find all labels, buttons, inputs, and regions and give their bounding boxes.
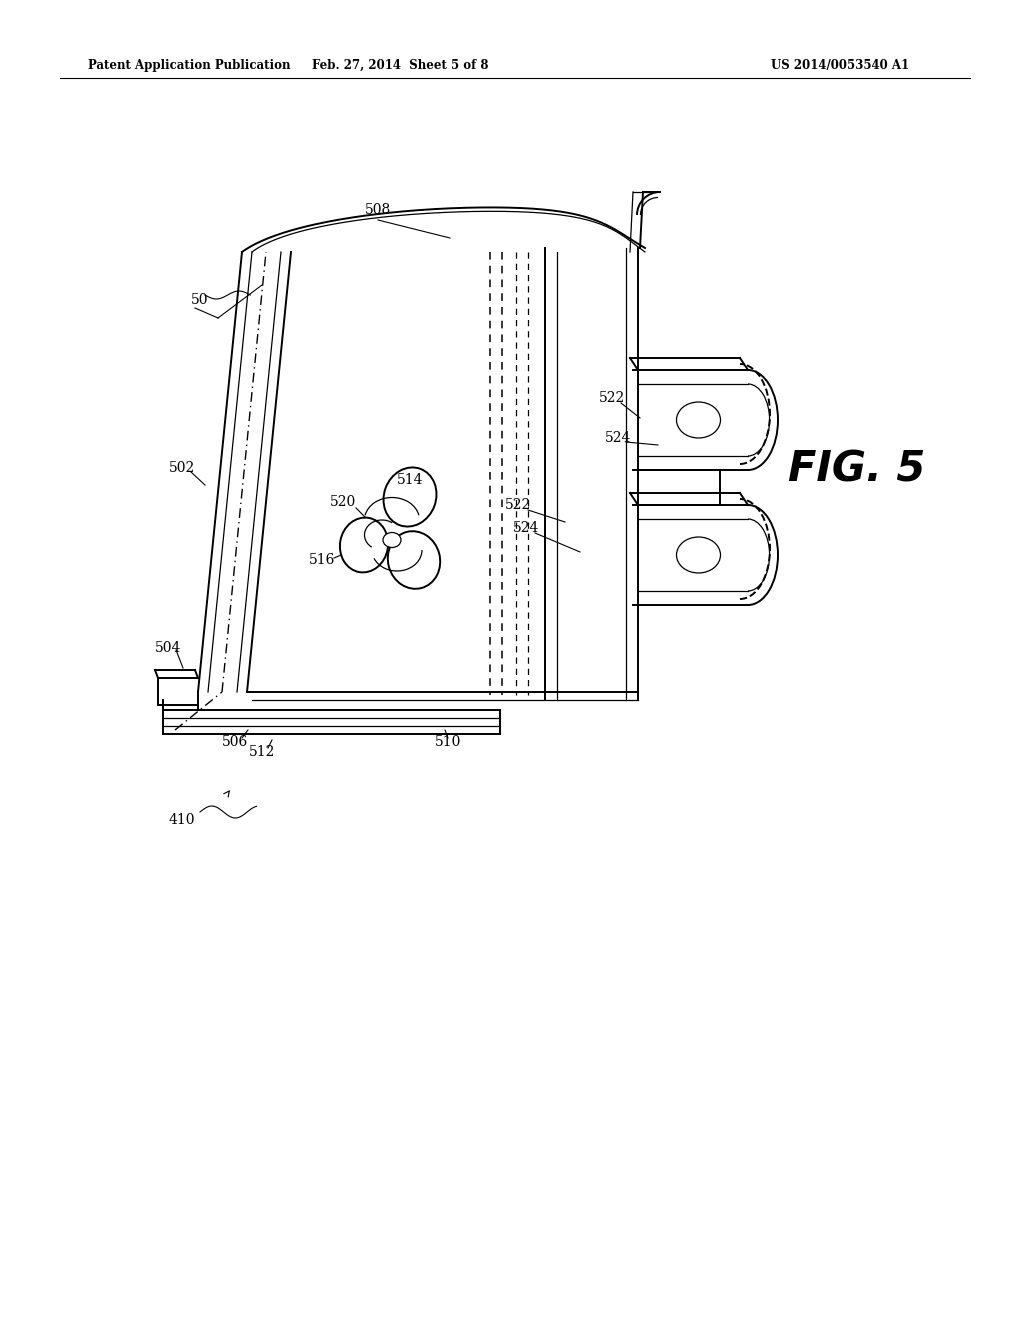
Text: 510: 510 [435,735,461,748]
Text: 524: 524 [605,432,631,445]
Text: 410: 410 [169,813,196,828]
Text: 512: 512 [249,744,275,759]
Ellipse shape [677,537,721,573]
Text: 514: 514 [396,473,423,487]
Text: US 2014/0053540 A1: US 2014/0053540 A1 [771,58,909,71]
Text: 504: 504 [155,642,181,655]
Text: 520: 520 [330,495,356,510]
Text: 522: 522 [505,498,531,512]
Text: 516: 516 [309,553,335,568]
Text: 506: 506 [222,735,248,748]
Ellipse shape [388,531,440,589]
Text: 502: 502 [169,461,196,475]
Ellipse shape [384,467,436,527]
Ellipse shape [677,403,721,438]
Text: Feb. 27, 2014  Sheet 5 of 8: Feb. 27, 2014 Sheet 5 of 8 [311,58,488,71]
Ellipse shape [383,532,401,548]
Text: Patent Application Publication: Patent Application Publication [88,58,291,71]
Text: 524: 524 [513,521,540,535]
Text: 508: 508 [365,203,391,216]
Text: 50: 50 [191,293,209,308]
Text: FIG. 5: FIG. 5 [788,449,926,491]
Text: 522: 522 [599,391,625,405]
Ellipse shape [340,517,388,573]
